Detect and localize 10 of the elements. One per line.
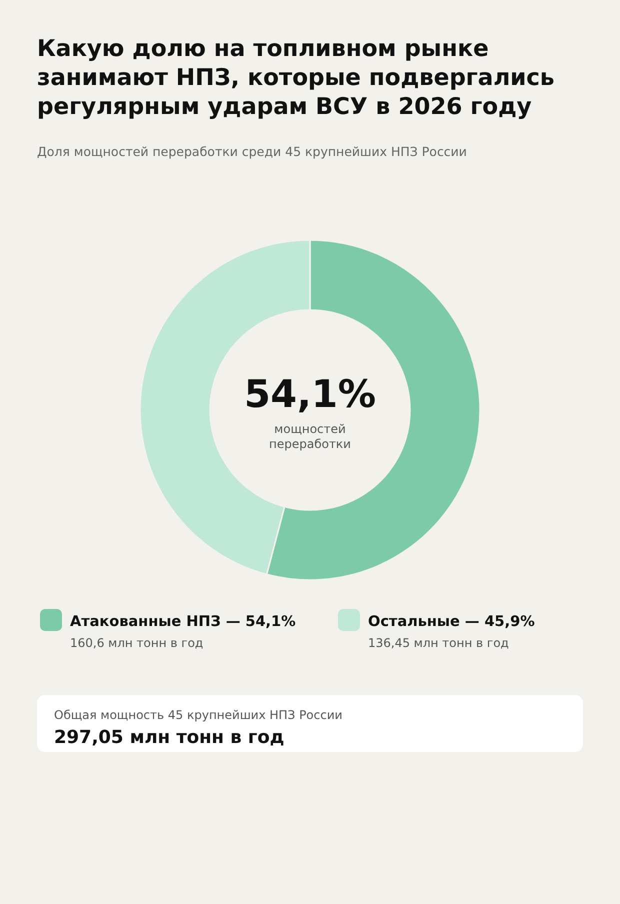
text: Общая мощность 45 крупнейших НПЗ России	[54, 708, 342, 722]
legend-label: Остальные — 45,9%	[368, 614, 536, 630]
chart-subtitle: Доля мощностей переработки среди 45 крупнейших НПЗ России	[37, 144, 467, 159]
text: 297,05 млн тонн в год	[54, 727, 284, 748]
text: 160,6 млн тонн в год	[70, 636, 204, 650]
text: 54,1%	[244, 372, 376, 416]
text: 136,45 млн тонн в год	[368, 636, 509, 650]
chart-title: Какую долю на топливном рынке занимают НПЗ, которые подвергались регулярным ударам ВСУ в 2026 году	[37, 36, 554, 120]
legend-label: Атакованные НПЗ — 54,1%	[70, 614, 296, 630]
text: мощностей переработки	[269, 422, 351, 451]
